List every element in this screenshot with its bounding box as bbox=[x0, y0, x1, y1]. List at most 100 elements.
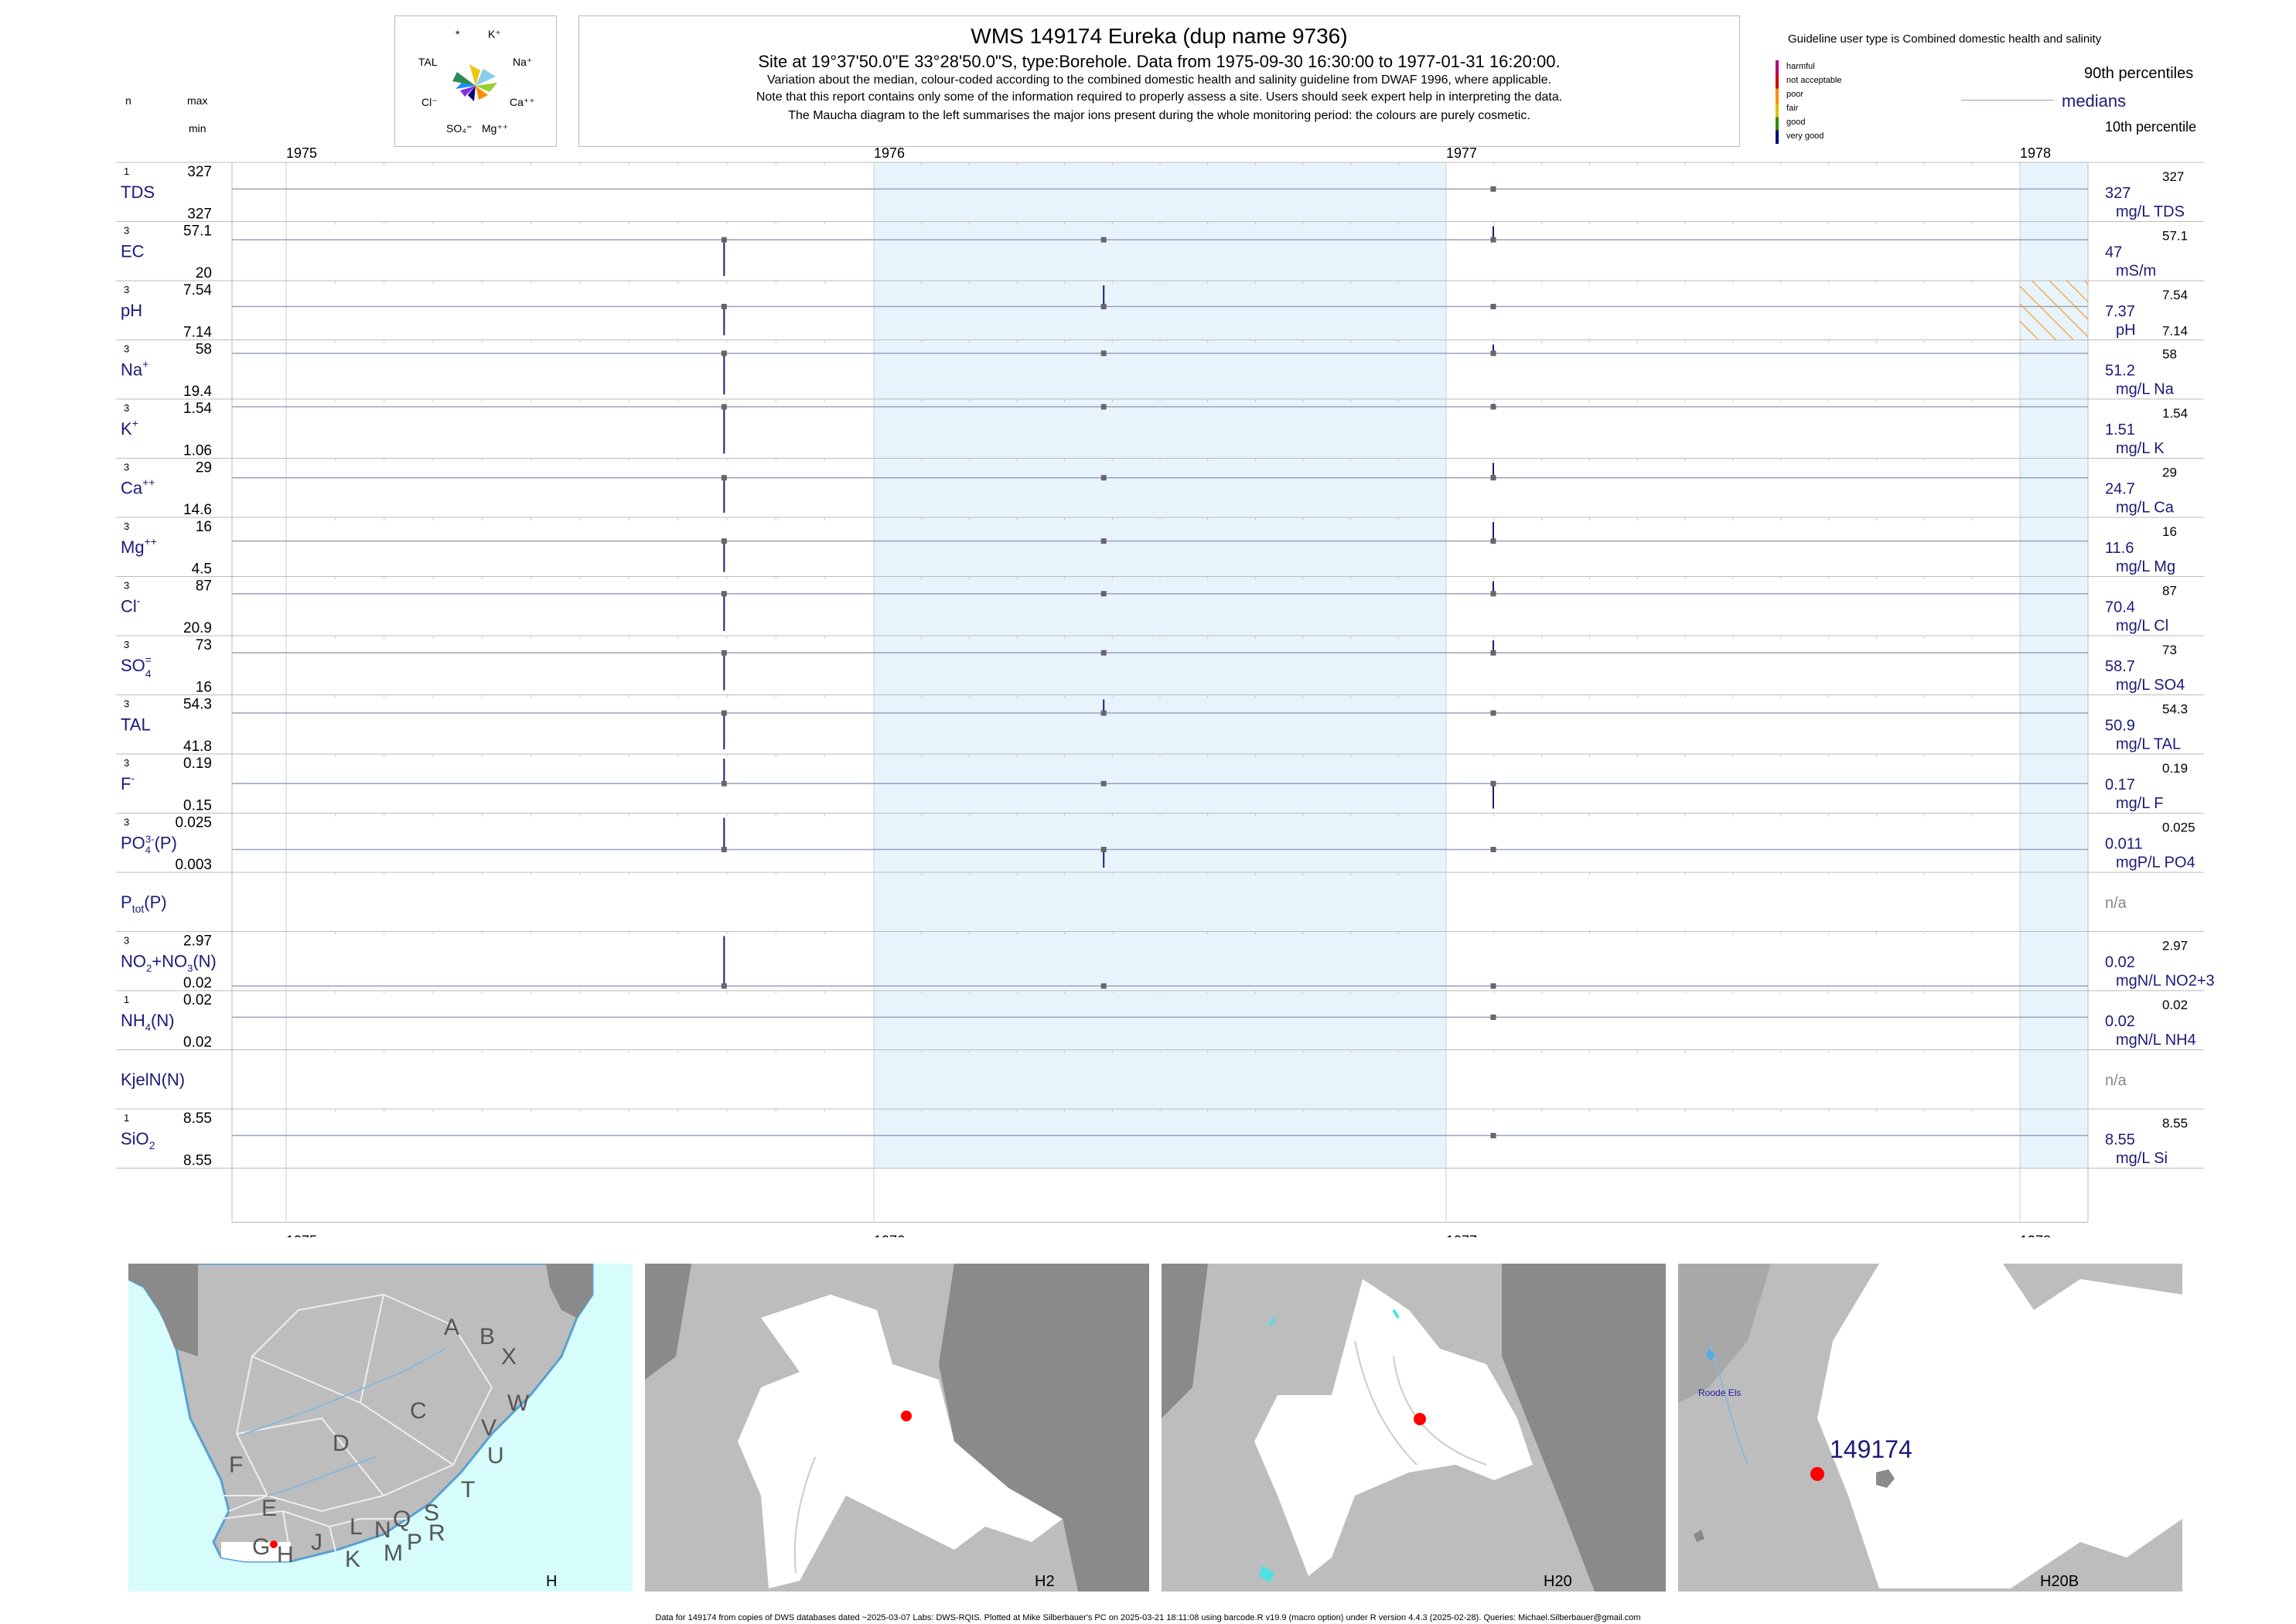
row-label-ptot-p-: Ptot(P) bbox=[121, 892, 167, 915]
row-n-nh4-n-: 1 bbox=[124, 994, 129, 1005]
row-max-tds: 327 bbox=[187, 164, 212, 180]
site-dot-h20 bbox=[1414, 1413, 1426, 1425]
site-dot-h2 bbox=[901, 1411, 912, 1421]
row-unit-f-: mg/L F bbox=[2116, 795, 2164, 812]
map-catchment-h20 bbox=[1162, 1264, 1666, 1592]
row-min-ca-: 14.6 bbox=[183, 502, 212, 518]
row-label-po4-p-: PO43-(P) bbox=[121, 834, 177, 856]
map1-letter-t: T bbox=[461, 1477, 476, 1503]
legend-guideline: Guideline user type is Combined domestic… bbox=[1788, 32, 2102, 46]
legend-class-very-good: very good bbox=[1786, 131, 1824, 141]
row-median-na-: 51.2 bbox=[2105, 363, 2135, 380]
note-2: Note that this report contains only some… bbox=[756, 90, 1563, 104]
row-median-mg-: 11.6 bbox=[2105, 540, 2134, 557]
row-scale-max-tal: 54.3 bbox=[2162, 702, 2188, 717]
row-min-ph: 7.14 bbox=[183, 325, 212, 341]
legend-class-harmful: harmful bbox=[1786, 62, 1815, 71]
shade-year-1976 bbox=[874, 162, 1446, 1169]
row-scale-max-no2-no3-n-: 2.97 bbox=[2162, 939, 2188, 954]
legend-median-line bbox=[1961, 100, 2054, 101]
row-label-no2-no3-n-: NO2+NO3(N) bbox=[121, 952, 217, 974]
sample-point-tds-0 bbox=[1490, 186, 1496, 192]
maucha-label-so4: SO₄⁼ bbox=[446, 122, 472, 135]
row-unit-tal: mg/L TAL bbox=[2116, 736, 2181, 753]
sample-point-mg--0 bbox=[721, 538, 727, 544]
row-unit-cl-: mg/L Cl bbox=[2116, 618, 2168, 635]
row-label-kjeln-n-: KjelN(N) bbox=[121, 1070, 185, 1090]
row-scale-max-ph: 7.54 bbox=[2162, 288, 2188, 302]
row-scale-max-po4-p-: 0.025 bbox=[2162, 821, 2195, 835]
map3-caption: H20 bbox=[1544, 1573, 1572, 1590]
map1-caption: H bbox=[546, 1573, 558, 1590]
time-series-chart: 1975 1975 1976 1976 1977 1977 1978 1978 1 327 327 T… bbox=[116, 145, 2215, 1238]
row-median-tds: 327 bbox=[2105, 185, 2131, 202]
row-median-ptot-p-: n/a bbox=[2105, 895, 2127, 912]
sample-point-nh4-n--0 bbox=[1490, 1014, 1496, 1020]
map1-letter-m: M bbox=[384, 1540, 403, 1566]
sample-point-mg--2 bbox=[1490, 538, 1496, 544]
row-n-tds: 1 bbox=[124, 165, 129, 177]
site-line: Site at 19°37'50.0"E 33°28'50.0"S, type:… bbox=[758, 52, 1561, 71]
row-min-nh4-n-: 0.02 bbox=[183, 1035, 212, 1051]
row-n-na-: 3 bbox=[124, 343, 129, 355]
x-tick-bottom-1978: 1978 bbox=[2020, 1233, 2051, 1238]
row-label-ca-: Ca++ bbox=[121, 476, 155, 498]
row-scale-max-ca-: 29 bbox=[2162, 466, 2177, 480]
row-scale-max-na-: 58 bbox=[2162, 347, 2177, 362]
row-min-sio2: 8.55 bbox=[183, 1153, 212, 1169]
row-n-ph: 3 bbox=[124, 284, 129, 295]
row-unit-tds: mg/L TDS bbox=[2116, 203, 2185, 220]
row-unit-nh4-n-: mgN/L NH4 bbox=[2116, 1032, 2196, 1049]
row-max-so4-: 73 bbox=[196, 637, 212, 653]
sample-point-so4--0 bbox=[721, 650, 727, 656]
row-label-f-: F- bbox=[121, 772, 135, 793]
map1-letter-f: F bbox=[229, 1452, 244, 1478]
row-unit-ec: mS/m bbox=[2116, 263, 2156, 280]
sample-point-ph-1 bbox=[1100, 303, 1107, 309]
row-n-no2-no3-n-: 3 bbox=[124, 935, 129, 947]
row-min-tds: 327 bbox=[187, 206, 212, 223]
row-scale-max-nh4-n-: 0.02 bbox=[2162, 998, 2188, 1012]
sample-point-po4-p--0 bbox=[721, 847, 727, 853]
row-max-mg-: 16 bbox=[196, 519, 212, 535]
row-median-nh4-n-: 0.02 bbox=[2105, 1013, 2135, 1030]
row-max-ph: 7.54 bbox=[183, 282, 212, 299]
row-median-so4-: 58.7 bbox=[2105, 658, 2135, 675]
row-label-nh4-n-: NH4(N) bbox=[121, 1011, 175, 1033]
row-median-po4-p-: 0.011 bbox=[2105, 836, 2143, 853]
sample-point-f--0 bbox=[721, 780, 727, 786]
sample-point-tal-0 bbox=[721, 710, 727, 716]
map1-letter-d: D bbox=[333, 1431, 350, 1456]
note-3: The Maucha diagram to the left summarise… bbox=[788, 109, 1530, 122]
row-min-mg-: 4.5 bbox=[192, 561, 212, 578]
row-scale-max-sio2: 8.55 bbox=[2162, 1116, 2188, 1131]
row-unit-so4-: mg/L SO4 bbox=[2116, 677, 2185, 694]
legend-class-poor: poor bbox=[1786, 90, 1804, 99]
row-n-sio2: 1 bbox=[124, 1112, 129, 1124]
legend-p90: 90th percentiles bbox=[2084, 65, 2194, 82]
legend-medians: medians bbox=[2062, 91, 2127, 111]
row-scale-max-tds: 327 bbox=[2162, 169, 2184, 184]
sample-point-na--1 bbox=[1100, 350, 1107, 357]
sample-point-na--0 bbox=[721, 350, 727, 357]
sample-point-no2-no3-n--2 bbox=[1490, 983, 1496, 989]
row-n-so4-: 3 bbox=[124, 639, 129, 650]
sample-point-po4-p--2 bbox=[1490, 847, 1496, 853]
row-median-k-: 1.51 bbox=[2105, 421, 2135, 438]
maucha-label-na: Na⁺ bbox=[513, 56, 532, 68]
sample-point-k--1 bbox=[1100, 404, 1107, 410]
map2-caption: H2 bbox=[1035, 1573, 1055, 1590]
row-median-ca-: 24.7 bbox=[2105, 481, 2135, 498]
x-tick-top-1976: 1976 bbox=[874, 145, 905, 161]
map1-letter-j: J bbox=[311, 1530, 322, 1555]
row-unit-na-: mg/L Na bbox=[2116, 381, 2175, 398]
row-n-tal: 3 bbox=[124, 698, 129, 710]
sample-point-k--0 bbox=[721, 404, 727, 410]
row-label-mg-: Mg++ bbox=[121, 535, 157, 557]
row-min-cl-: 20.9 bbox=[183, 620, 212, 636]
map-catchment-h2 bbox=[645, 1264, 1149, 1592]
map-south-africa bbox=[128, 1264, 633, 1592]
site-dot-national bbox=[270, 1540, 278, 1548]
map1-letter-w: W bbox=[507, 1390, 530, 1416]
row-n-ec: 3 bbox=[124, 225, 129, 237]
